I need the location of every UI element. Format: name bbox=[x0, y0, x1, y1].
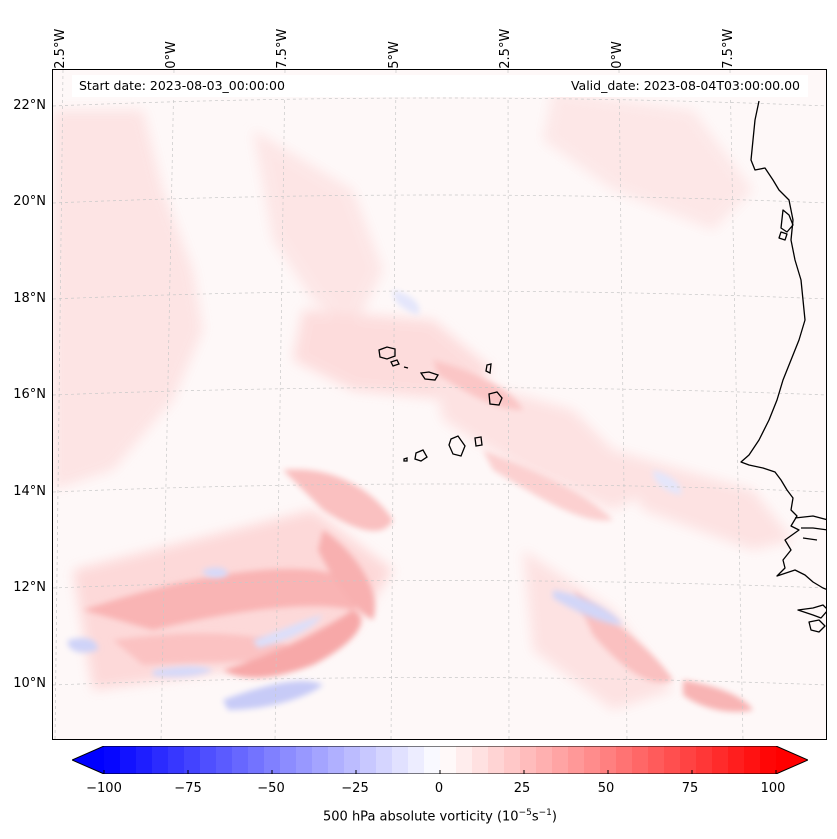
colorbar-segment bbox=[712, 746, 729, 774]
colorbar-segment bbox=[184, 746, 201, 774]
colorbar-segment bbox=[328, 746, 345, 774]
colorbar-segment bbox=[344, 746, 361, 774]
colorbar-segment bbox=[744, 746, 761, 774]
cbar-tick-neg100: −100 bbox=[86, 781, 122, 796]
cbar-tick-0: 0 bbox=[434, 781, 444, 796]
colorbar-segment bbox=[296, 746, 313, 774]
colorbar-segment bbox=[152, 746, 169, 774]
colorbar-segment bbox=[536, 746, 553, 774]
colorbar-segment bbox=[264, 746, 281, 774]
colorbar-segment bbox=[216, 746, 233, 774]
lat-label-14n: 14°N bbox=[13, 484, 46, 499]
graticule bbox=[53, 70, 826, 739]
colorbar-gradient bbox=[70, 745, 810, 775]
colorbar-segment bbox=[584, 746, 601, 774]
african-coastline bbox=[740, 100, 826, 633]
cbar-title-suffix: ) bbox=[551, 809, 557, 825]
colorbar-segment bbox=[376, 746, 393, 774]
colorbar-segment bbox=[440, 746, 457, 774]
vorticity-map: Start date: 2023-08-03_00:00:00 Valid_da… bbox=[52, 69, 827, 740]
colorbar-segment bbox=[408, 746, 425, 774]
colorbar-segment bbox=[648, 746, 665, 774]
colorbar-segment bbox=[632, 746, 649, 774]
lat-label-22n: 22°N bbox=[13, 98, 46, 113]
colorbar-segment bbox=[392, 746, 409, 774]
colorbar-segment bbox=[360, 746, 377, 774]
lat-label-10n: 10°N bbox=[13, 676, 46, 691]
cbar-tick-50: 50 bbox=[597, 781, 615, 796]
cbar-title-exp1: −5 bbox=[518, 808, 532, 818]
colorbar bbox=[70, 745, 810, 775]
cbar-tick-75: 75 bbox=[681, 781, 699, 796]
colorbar-segment bbox=[664, 746, 681, 774]
vorticity-field bbox=[53, 70, 826, 739]
lat-label-12n: 12°N bbox=[13, 580, 46, 595]
colorbar-title: 500 hPa absolute vorticity (10−5s−1) bbox=[0, 808, 837, 824]
colorbar-extend-max bbox=[776, 746, 808, 774]
colorbar-segment bbox=[456, 746, 473, 774]
colorbar-segment bbox=[120, 746, 137, 774]
colorbar-segment bbox=[600, 746, 617, 774]
header-box bbox=[72, 75, 808, 97]
colorbar-segment bbox=[696, 746, 713, 774]
positive-vorticity-bands bbox=[83, 360, 753, 712]
negative-vorticity-streaks bbox=[68, 290, 682, 710]
colorbar-segment bbox=[552, 746, 569, 774]
lat-label-20n: 20°N bbox=[13, 194, 46, 209]
cbar-tick-100: 100 bbox=[760, 781, 786, 796]
colorbar-segment bbox=[168, 746, 185, 774]
colorbar-segment bbox=[424, 746, 441, 774]
colorbar-segment bbox=[248, 746, 265, 774]
cbar-title-exp2: −1 bbox=[538, 808, 552, 818]
colorbar-segment bbox=[488, 746, 505, 774]
colorbar-segment bbox=[136, 746, 153, 774]
colorbar-segment bbox=[472, 746, 489, 774]
colorbar-segment bbox=[232, 746, 249, 774]
colorbar-segment bbox=[520, 746, 537, 774]
colorbar-segment bbox=[760, 746, 777, 774]
valid-date-label: Valid_date: 2023-08-04T03:00:00.00 bbox=[570, 78, 800, 93]
colorbar-segment bbox=[728, 746, 745, 774]
colorbar-segment bbox=[280, 746, 297, 774]
colorbar-segment bbox=[104, 746, 121, 774]
cbar-tick-neg25: −25 bbox=[341, 781, 369, 796]
colorbar-segment bbox=[504, 746, 521, 774]
colorbar-segment bbox=[680, 746, 697, 774]
lat-label-18n: 18°N bbox=[13, 291, 46, 306]
colorbar-segment bbox=[312, 746, 329, 774]
colorbar-segment bbox=[200, 746, 217, 774]
cbar-title-mid: s bbox=[531, 809, 539, 825]
cbar-tick-neg75: −75 bbox=[174, 781, 202, 796]
start-date-label: Start date: 2023-08-03_00:00:00 bbox=[79, 78, 285, 93]
lat-label-16n: 16°N bbox=[13, 387, 46, 402]
cbar-tick-25: 25 bbox=[513, 781, 531, 796]
colorbar-extend-min bbox=[72, 746, 104, 774]
colorbar-segment bbox=[568, 746, 585, 774]
cbar-tick-neg50: −50 bbox=[257, 781, 285, 796]
colorbar-segment bbox=[616, 746, 633, 774]
cbar-title-prefix: 500 hPa absolute vorticity (10 bbox=[323, 809, 519, 825]
cape-verde-islands bbox=[378, 346, 503, 462]
